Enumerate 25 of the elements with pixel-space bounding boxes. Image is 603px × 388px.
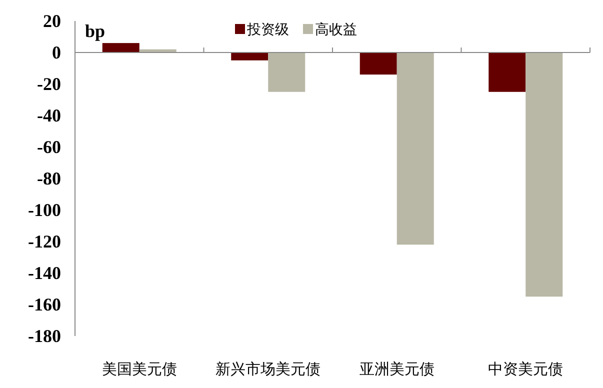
y-tick-label: -180 — [28, 326, 61, 346]
y-tick-label: 20 — [43, 11, 61, 31]
bar — [396, 52, 434, 245]
bar — [231, 52, 268, 60]
x-tick-label: 新兴市场美元债 — [216, 360, 321, 378]
x-tick-label: 亚洲美元债 — [359, 360, 434, 378]
y-axis-title: bp — [85, 21, 106, 41]
y-tick-label: -140 — [28, 263, 61, 283]
y-tick-label: 0 — [52, 42, 61, 62]
x-tick-label: 中资美元债 — [488, 360, 564, 378]
y-tick-label: -60 — [37, 137, 61, 157]
y-tick-label: -20 — [37, 74, 61, 94]
y-tick-label: -160 — [28, 294, 61, 314]
y-tick-label: -80 — [37, 168, 61, 188]
x-tick-label: 美国美元债 — [102, 360, 177, 378]
legend-label: 高收益 — [315, 22, 357, 38]
bar — [488, 52, 526, 92]
bar — [360, 52, 397, 75]
y-tick-label: -120 — [28, 232, 61, 252]
bar — [526, 52, 563, 297]
bar — [268, 52, 306, 92]
legend-label: 投资级 — [246, 22, 289, 38]
y-tick-label: -100 — [28, 200, 61, 220]
y-tick-label: -40 — [37, 106, 61, 126]
bar — [102, 43, 140, 52]
